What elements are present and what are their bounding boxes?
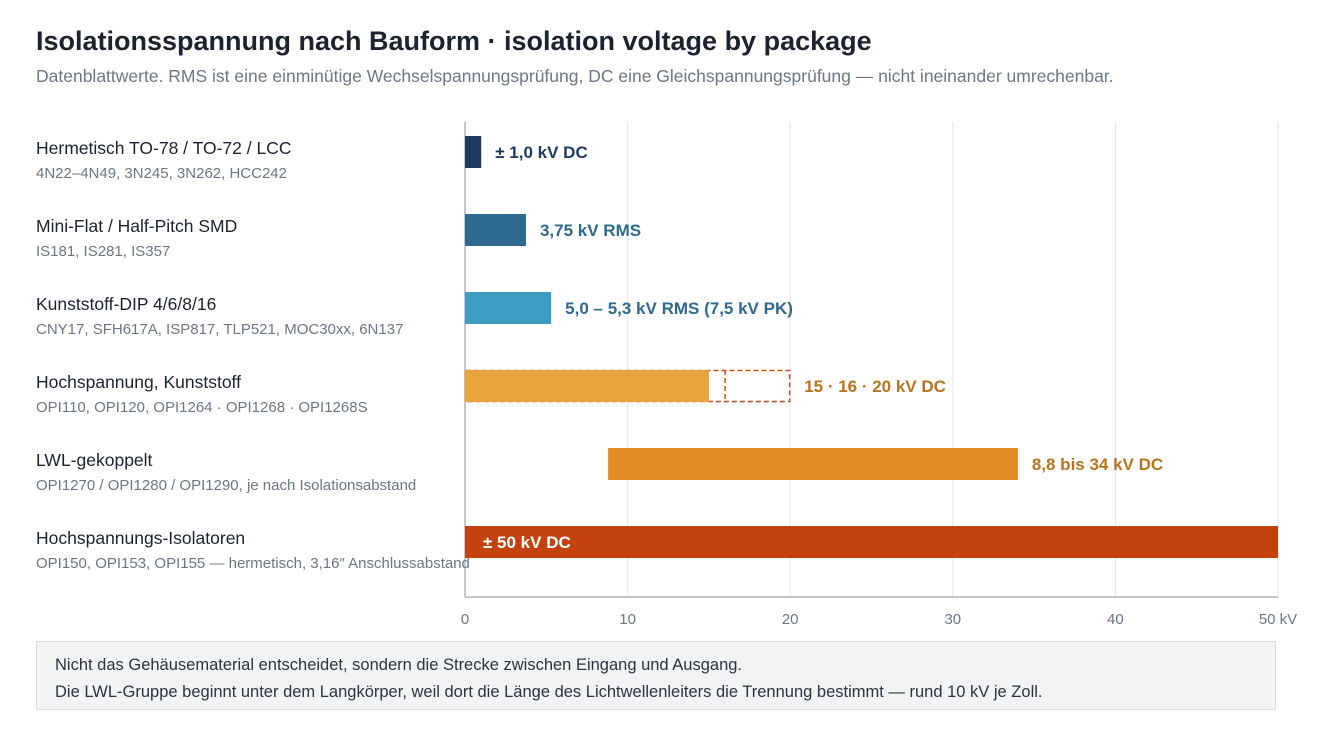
bar [465, 526, 1278, 558]
bar-value-label: 5,0 – 5,3 kV RMS (7,5 kV PK) [565, 299, 793, 318]
x-tick-label: 20 [782, 611, 799, 628]
category-label: Mini-Flat / Half-Pitch SMD [36, 216, 237, 236]
bar-chart: 0 10 20 30 40 50 kV Hermetisch TO-78 / TO-72 /… [36, 122, 1297, 628]
x-tick-label: 10 [619, 611, 636, 628]
category-label: Hermetisch TO-78 / TO-72 / LCC [36, 138, 291, 158]
bar-value-label: 15 · 16 · 20 kV DC [804, 377, 946, 396]
bar-value-label: ± 50 kV DC [483, 533, 571, 552]
category-sublabel: CNY17, SFH617A, ISP817, TLP521, MOC30xx,… [36, 321, 403, 338]
bar [465, 136, 482, 168]
x-tick-label: 40 [1107, 611, 1124, 628]
note-line-2: Die LWL-Gruppe beginnt unter dem Langkör… [55, 683, 1043, 701]
note-line-1: Nicht das Gehäusematerial entscheidet, s… [55, 656, 743, 674]
x-tick-label: 0 [461, 611, 469, 628]
bar [465, 214, 526, 246]
category-sublabel: IS181, IS281, IS357 [36, 243, 170, 260]
x-tick-label: 50 kV [1259, 611, 1297, 628]
category-sublabel: OPI110, OPI120, OPI1264 · OPI1268 · OPI1… [36, 399, 368, 416]
chart-title: Isolationsspannung nach Bauform · isolat… [36, 26, 872, 56]
category-sublabel: 4N22–4N49, 3N245, 3N262, HCC242 [36, 165, 287, 182]
category-label: LWL-gekoppelt [36, 450, 153, 470]
bar [608, 448, 1018, 480]
category-label: Hochspannung, Kunststoff [36, 372, 241, 392]
category-label: Kunststoff-DIP 4/6/8/16 [36, 294, 216, 314]
bar [465, 292, 552, 324]
category-label: Hochspannungs-Isolatoren [36, 528, 245, 548]
info-note: Nicht das Gehäusematerial entscheidet, s… [36, 641, 1276, 710]
bar [465, 370, 709, 402]
bar-value-label: 8,8 bis 34 kV DC [1032, 455, 1163, 474]
category-sublabel: OPI150, OPI153, OPI155 — hermetisch, 3,1… [36, 555, 470, 572]
bar-value-label: 3,75 kV RMS [540, 221, 641, 240]
chart-subtitle: Datenblattwerte. RMS ist eine einminütig… [36, 66, 1114, 86]
x-tick-label: 30 [944, 611, 961, 628]
bar-value-label: ± 1,0 kV DC [495, 143, 587, 162]
category-sublabel: OPI1270 / OPI1280 / OPI1290, je nach Iso… [36, 477, 416, 494]
